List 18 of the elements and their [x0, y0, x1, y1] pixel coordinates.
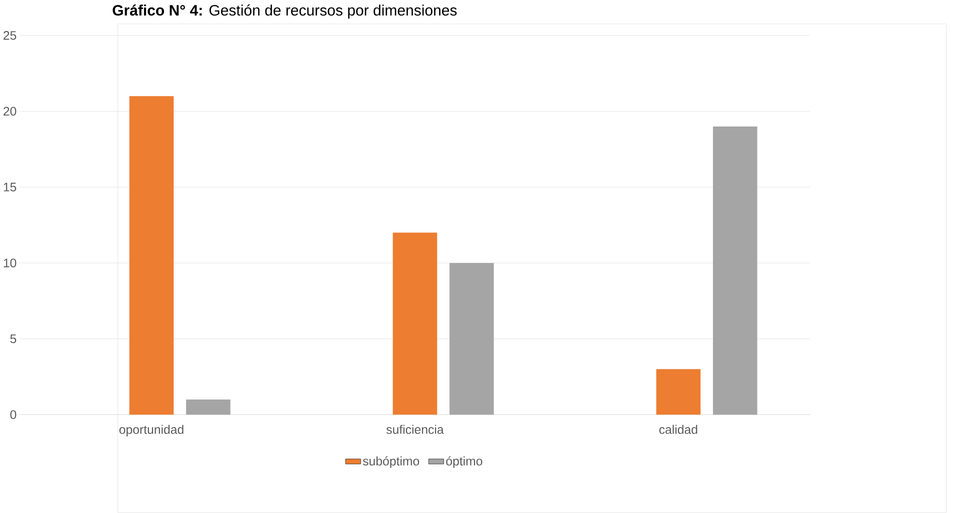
legend-label: subóptimo [362, 456, 420, 468]
y-tick-label: 25 [4, 31, 16, 40]
x-tick-label: suficiencia [386, 424, 444, 434]
y-tick-label: 0 [10, 410, 16, 420]
bar [712, 126, 758, 415]
y-tick-label: 15 [4, 182, 16, 192]
x-tick-label: calidad [659, 424, 698, 434]
bar [656, 369, 701, 415]
bar [129, 96, 174, 415]
bar [392, 232, 438, 415]
y-tick-label: 5 [10, 334, 16, 344]
bar [450, 262, 494, 415]
bar [186, 399, 230, 415]
x-tick-label: oportunidad [119, 424, 184, 436]
y-tick-label: 10 [4, 258, 16, 268]
y-tick-label: 20 [4, 106, 16, 116]
legend-label: óptimo [446, 456, 482, 468]
chart-title: Gráfico N° 4: Gestión de recursos por dimensiones [112, 4, 457, 19]
